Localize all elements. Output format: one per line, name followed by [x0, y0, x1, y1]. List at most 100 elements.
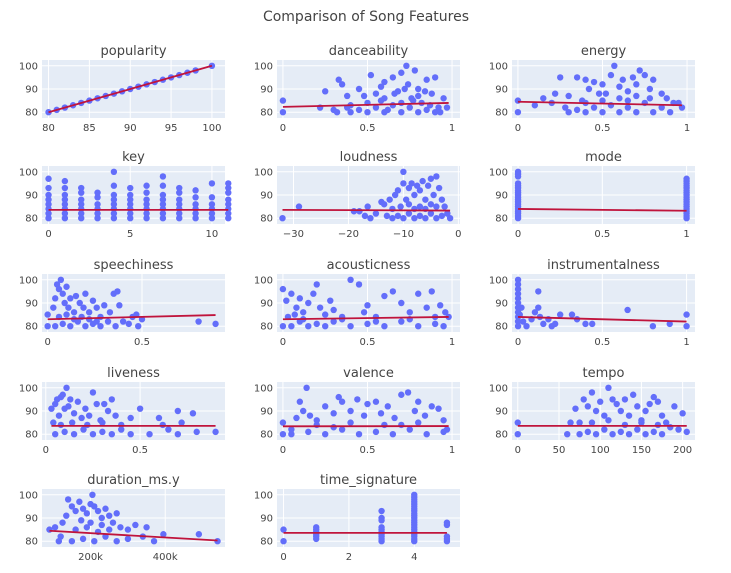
data-point: [408, 180, 415, 187]
data-point: [322, 88, 329, 95]
data-point: [642, 431, 649, 438]
data-point: [61, 191, 69, 199]
data-point: [195, 531, 203, 538]
y-tick-label: 90: [260, 407, 273, 418]
x-tick-label: 5: [127, 229, 133, 240]
data-point: [118, 426, 125, 433]
data-point: [55, 285, 63, 293]
data-point: [279, 419, 287, 426]
data-point: [89, 491, 96, 498]
data-point: [611, 62, 618, 69]
data-point: [59, 519, 66, 526]
data-point: [422, 215, 429, 222]
data-point: [110, 215, 118, 222]
data-point: [67, 396, 74, 403]
data-point: [584, 403, 592, 410]
data-point: [658, 90, 665, 97]
x-tick-label: 1: [684, 123, 690, 134]
data-point: [582, 76, 589, 83]
data-point: [411, 491, 418, 498]
data-point: [423, 304, 430, 311]
data-point: [441, 203, 448, 210]
data-point: [189, 410, 197, 417]
data-point: [113, 510, 120, 517]
data-point: [225, 201, 232, 208]
data-point: [98, 521, 105, 529]
data-point: [116, 302, 123, 309]
data-point: [381, 95, 388, 102]
data-point: [427, 175, 435, 182]
data-point: [519, 318, 527, 325]
data-point: [176, 184, 183, 192]
x-tick-label: 150: [632, 445, 651, 456]
data-point: [313, 524, 320, 531]
x-tick-label: 80: [42, 123, 55, 134]
data-point: [445, 313, 452, 321]
data-point: [78, 201, 85, 208]
y-tick-label: 100: [254, 61, 273, 72]
x-tick-label: 0.5: [360, 123, 376, 134]
data-point: [51, 524, 59, 531]
data-point: [443, 533, 451, 540]
data-point: [104, 318, 112, 325]
data-point: [567, 419, 574, 426]
data-point: [666, 320, 673, 328]
data-point: [61, 299, 68, 307]
data-point: [428, 90, 435, 97]
data-point: [398, 299, 405, 307]
y-tick-label: 80: [260, 108, 273, 119]
data-point: [416, 212, 424, 220]
data-point: [45, 196, 52, 203]
data-point: [636, 67, 643, 74]
data-point: [416, 203, 424, 210]
data-point: [82, 323, 89, 330]
data-point: [57, 276, 65, 283]
y-tick-label: 100: [489, 61, 508, 72]
x-tick-label: 50: [553, 445, 566, 456]
data-point: [601, 412, 608, 419]
data-point: [106, 309, 114, 316]
chart-title: Comparison of Song Features: [263, 9, 469, 25]
data-point: [316, 304, 324, 311]
subplot-duration-ms-y: 80 90 100 200k 400k duration_ms.y: [19, 473, 225, 563]
data-point: [444, 210, 451, 217]
x-tick-label: 0: [45, 229, 51, 240]
data-point: [159, 215, 167, 222]
data-point: [89, 297, 97, 304]
data-point: [625, 412, 633, 419]
data-point: [378, 514, 385, 522]
data-point: [381, 421, 388, 429]
data-point: [514, 318, 522, 325]
data-point: [280, 526, 287, 533]
data-point: [343, 92, 351, 100]
x-tick-label: 0.5: [134, 337, 150, 348]
x-tick-label: 1: [449, 445, 455, 456]
y-tick-label: 100: [19, 490, 38, 501]
data-point: [514, 290, 522, 297]
data-point: [174, 431, 182, 438]
data-point: [372, 104, 380, 111]
data-point: [59, 290, 66, 297]
data-point: [78, 414, 85, 422]
data-point: [127, 201, 134, 208]
data-point: [582, 109, 589, 116]
y-tick-label: 100: [254, 383, 273, 394]
data-point: [421, 88, 429, 95]
data-point: [114, 288, 121, 295]
data-point: [576, 431, 583, 438]
data-point: [592, 407, 600, 415]
data-point: [386, 196, 393, 203]
y-tick-label: 80: [495, 430, 508, 441]
data-point: [155, 414, 163, 422]
data-point: [176, 215, 183, 222]
data-point: [94, 215, 101, 222]
data-point: [624, 97, 632, 104]
data-point: [110, 196, 118, 203]
data-point: [372, 398, 380, 405]
data-point: [74, 398, 82, 405]
y-tick-label: 90: [495, 85, 508, 96]
data-point: [159, 210, 167, 217]
data-point: [438, 196, 446, 203]
data-point: [59, 320, 66, 328]
data-point: [540, 320, 547, 328]
